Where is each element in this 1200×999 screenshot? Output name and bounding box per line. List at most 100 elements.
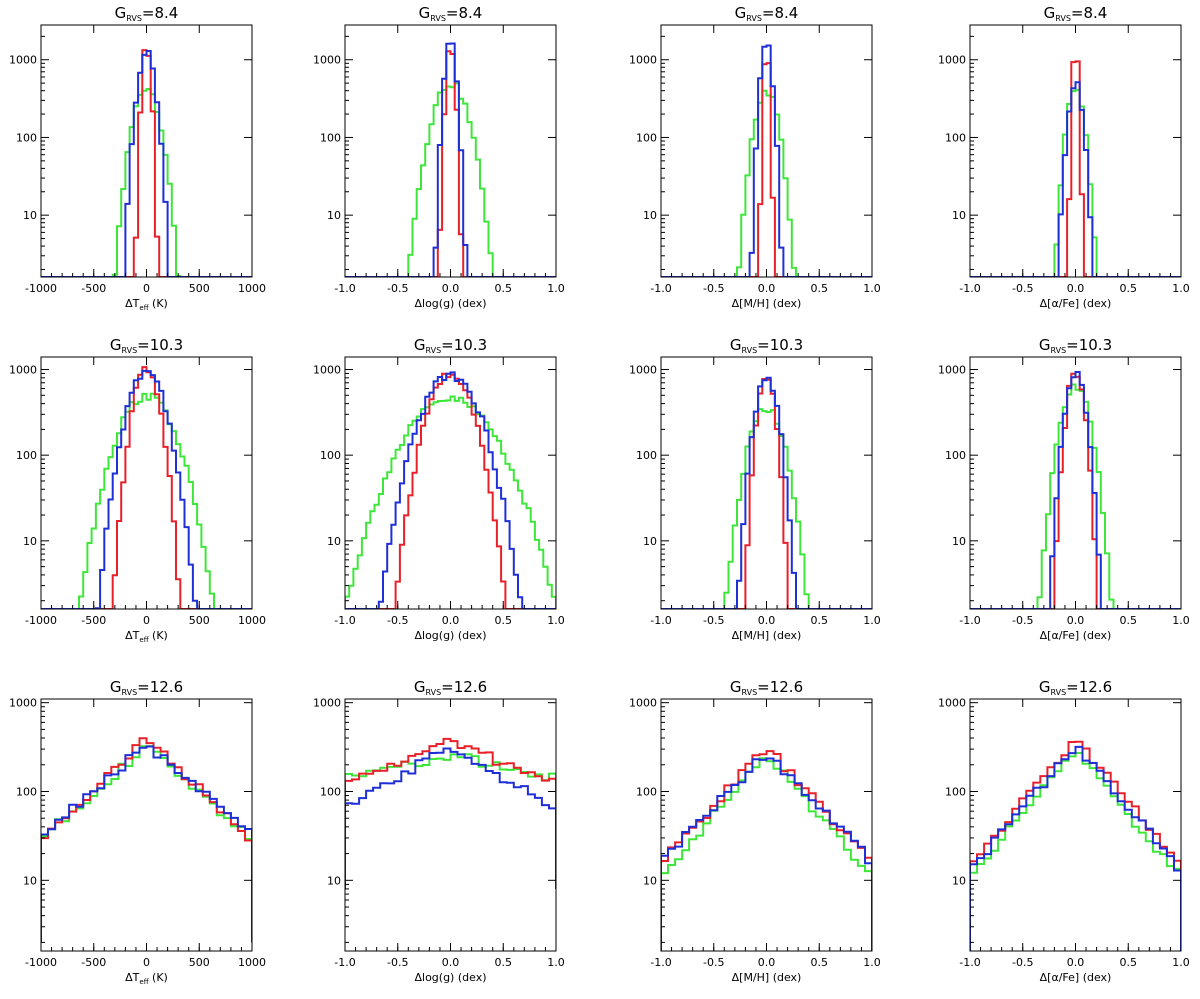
panel-title: GRVS=12.6	[730, 678, 803, 697]
histogram-blue	[345, 747, 556, 889]
y-tick-label: 100	[636, 131, 657, 144]
histogram-blue	[661, 44, 872, 277]
y-tick-label: 100	[945, 785, 966, 798]
y-tick-label: 10	[643, 209, 657, 222]
x-tick-label: 0.5	[1120, 282, 1138, 295]
x-tick-label: 500	[189, 956, 210, 969]
x-axis-label: Δlog(g) (dex)	[414, 629, 486, 642]
y-tick-label: 100	[945, 131, 966, 144]
plot-frame	[660, 698, 873, 952]
plot-frame	[344, 698, 557, 952]
x-tick-label: 0	[143, 614, 150, 627]
x-axis-label: Δ[α/Fe] (dex)	[1040, 971, 1112, 984]
x-tick-label: 500	[189, 282, 210, 295]
x-tick-label: -0.5	[703, 614, 724, 627]
x-tick-label: 0.0	[1067, 956, 1085, 969]
y-tick-label: 100	[636, 785, 657, 798]
histogram-red	[970, 60, 1181, 277]
x-tick-label: 1.0	[547, 614, 565, 627]
histogram-red	[41, 737, 252, 943]
x-tick-label: 1.0	[863, 282, 881, 295]
histogram-blue	[345, 371, 556, 609]
histogram-green	[661, 89, 872, 277]
histogram-green	[970, 383, 1181, 609]
panel-title: GRVS=12.6	[110, 678, 183, 697]
x-tick-label: 0.0	[1067, 614, 1085, 627]
x-tick-label: -0.5	[1012, 282, 1033, 295]
x-tick-label: -1.0	[959, 956, 980, 969]
x-tick-label: 0.5	[811, 956, 829, 969]
x-tick-label: -0.5	[387, 614, 408, 627]
x-tick-label: 0.0	[442, 614, 460, 627]
x-tick-label: -1.0	[959, 282, 980, 295]
histogram-red	[41, 366, 252, 609]
y-tick-label: 1000	[9, 364, 37, 377]
y-tick-label: 10	[643, 535, 657, 548]
x-tick-label: 0.0	[758, 956, 776, 969]
histogram-green	[661, 757, 872, 951]
panel-title: GRVS=8.4	[1044, 4, 1108, 23]
histogram-green	[41, 88, 252, 277]
panel-11: -1.0 -0.5 0.0 0.5 1.0 10 100 1000 GRVS=12.6 Δ[M/H…	[629, 678, 881, 984]
histogram-blue	[970, 371, 1181, 609]
x-tick-label: 0.5	[495, 614, 513, 627]
panel-title: GRVS=12.6	[1039, 678, 1112, 697]
x-tick-label: 0.0	[758, 614, 776, 627]
histogram-green	[345, 82, 556, 277]
y-tick-label: 100	[16, 785, 37, 798]
panel-title: GRVS=10.3	[110, 336, 183, 355]
panel-3: -1.0 -0.5 0.0 0.5 1.0 10 100 1000 GRVS=8.4 Δ[M/H]…	[629, 4, 881, 310]
x-axis-label: Δlog(g) (dex)	[414, 297, 486, 310]
x-axis-label: Δlog(g) (dex)	[414, 971, 486, 984]
x-axis-label: Δ[M/H] (dex)	[732, 629, 802, 642]
histogram-red	[661, 62, 872, 277]
panel-title: GRVS=10.3	[1039, 336, 1112, 355]
x-tick-label: -1.0	[650, 956, 671, 969]
x-tick-label: 0.5	[495, 956, 513, 969]
panel-1: -1000 -500 0 500 1000 10 100 1000 GRVS=8.4 ΔTeff …	[9, 4, 266, 312]
y-tick-label: 100	[16, 131, 37, 144]
plot-frame	[40, 24, 253, 278]
histogram-blue	[970, 81, 1181, 277]
x-tick-label: 1.0	[863, 614, 881, 627]
histogram-green	[970, 752, 1181, 951]
x-tick-label: 1.0	[1172, 614, 1190, 627]
plot-frame	[969, 356, 1182, 610]
panel-4: -1.0 -0.5 0.0 0.5 1.0 10 100 1000 GRVS=8.4 Δ[α/Fe…	[938, 4, 1190, 310]
histogram-red	[345, 50, 556, 277]
y-tick-label: 10	[952, 209, 966, 222]
histogram-blue	[345, 42, 556, 277]
y-tick-label: 10	[952, 874, 966, 887]
panel-9: -1000 -500 0 500 1000 10 100 1000 GRVS=12.6 ΔTeff…	[9, 678, 266, 986]
y-tick-label: 100	[320, 131, 341, 144]
histogram-red	[661, 750, 872, 951]
y-tick-label: 1000	[629, 54, 657, 67]
x-tick-label: -1.0	[650, 282, 671, 295]
x-tick-label: -1.0	[334, 956, 355, 969]
y-tick-label: 100	[320, 785, 341, 798]
x-tick-label: 0.5	[811, 614, 829, 627]
y-tick-label: 10	[952, 535, 966, 548]
x-tick-label: -500	[81, 282, 106, 295]
y-tick-label: 10	[23, 874, 37, 887]
histogram-green	[970, 88, 1181, 277]
histogram-red	[661, 378, 872, 609]
panel-8: -1.0 -0.5 0.0 0.5 1.0 10 100 1000 GRVS=10.3 Δ[α/F…	[938, 336, 1190, 642]
x-tick-label: 0.0	[1067, 282, 1085, 295]
panel-6: -1.0 -0.5 0.0 0.5 1.0 10 100 1000 GRVS=10.3 Δlog(…	[313, 336, 565, 642]
x-tick-label: -0.5	[387, 282, 408, 295]
x-tick-label: -0.5	[703, 282, 724, 295]
histogram-red	[345, 372, 556, 609]
y-tick-label: 10	[23, 209, 37, 222]
histogram-green	[345, 753, 556, 889]
x-tick-label: 0.5	[811, 282, 829, 295]
x-tick-label: 0.5	[495, 282, 513, 295]
x-axis-label: Δ[α/Fe] (dex)	[1040, 629, 1112, 642]
x-tick-label: -1000	[25, 282, 57, 295]
x-axis-label: ΔTeff (K)	[125, 629, 168, 644]
histogram-blue	[661, 757, 872, 951]
x-tick-label: 500	[189, 614, 210, 627]
x-axis-label: ΔTeff (K)	[125, 971, 168, 986]
x-tick-label: 1.0	[863, 956, 881, 969]
